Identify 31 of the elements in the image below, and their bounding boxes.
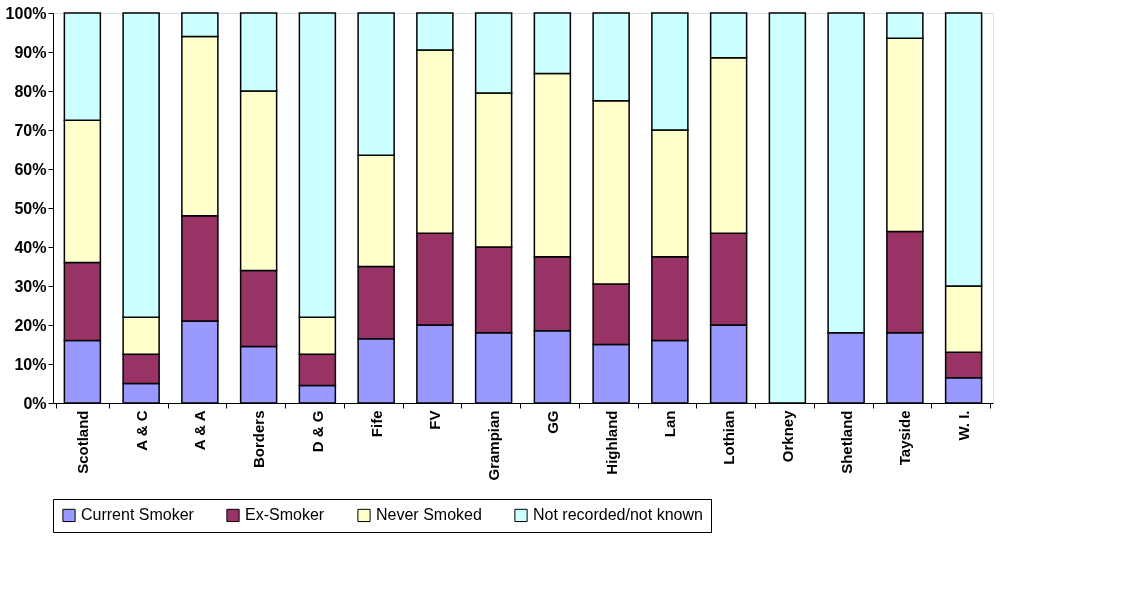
x-tick-label: D & G (308, 410, 326, 453)
y-tick-label: 50% (14, 199, 47, 217)
x-tick-label: A & C (132, 410, 150, 451)
legend-label: Not recorded/not known (533, 506, 703, 524)
x-tick-label: Lan (661, 410, 679, 438)
x-tick-label: Tayside (896, 410, 914, 466)
legend-label: Ex-Smoker (245, 506, 325, 524)
x-tick-label: Lothian (720, 410, 738, 465)
x-tick-label: GG (543, 410, 561, 434)
y-tick-label: 10% (14, 355, 47, 373)
x-tick-label: Fife (367, 410, 385, 438)
y-tick-label: 40% (14, 238, 47, 256)
legend-label: Current Smoker (81, 506, 195, 524)
y-tick-label: 70% (14, 121, 47, 139)
x-tick-label: FV (426, 410, 444, 430)
x-tick-label: Highland (602, 410, 620, 475)
y-tick-label: 60% (14, 160, 47, 178)
x-tick-label: Grampian (485, 410, 503, 481)
x-tick-label: Orkney (778, 409, 796, 463)
y-tick-label: 80% (14, 82, 47, 100)
y-tick-label: 20% (14, 316, 47, 334)
y-tick-label: 30% (14, 277, 47, 295)
y-tick-label: 0% (23, 394, 47, 412)
y-tick-label: 90% (14, 43, 47, 61)
x-tick-label: W. I. (955, 410, 973, 441)
y-tick-label: 100% (5, 4, 47, 22)
x-tick-label: Scotland (73, 410, 91, 474)
x-tick-label: Shetland (837, 410, 855, 474)
legend-label: Never Smoked (376, 506, 482, 524)
x-tick-label: A & A (191, 410, 209, 451)
x-tick-label: Borders (250, 410, 268, 469)
